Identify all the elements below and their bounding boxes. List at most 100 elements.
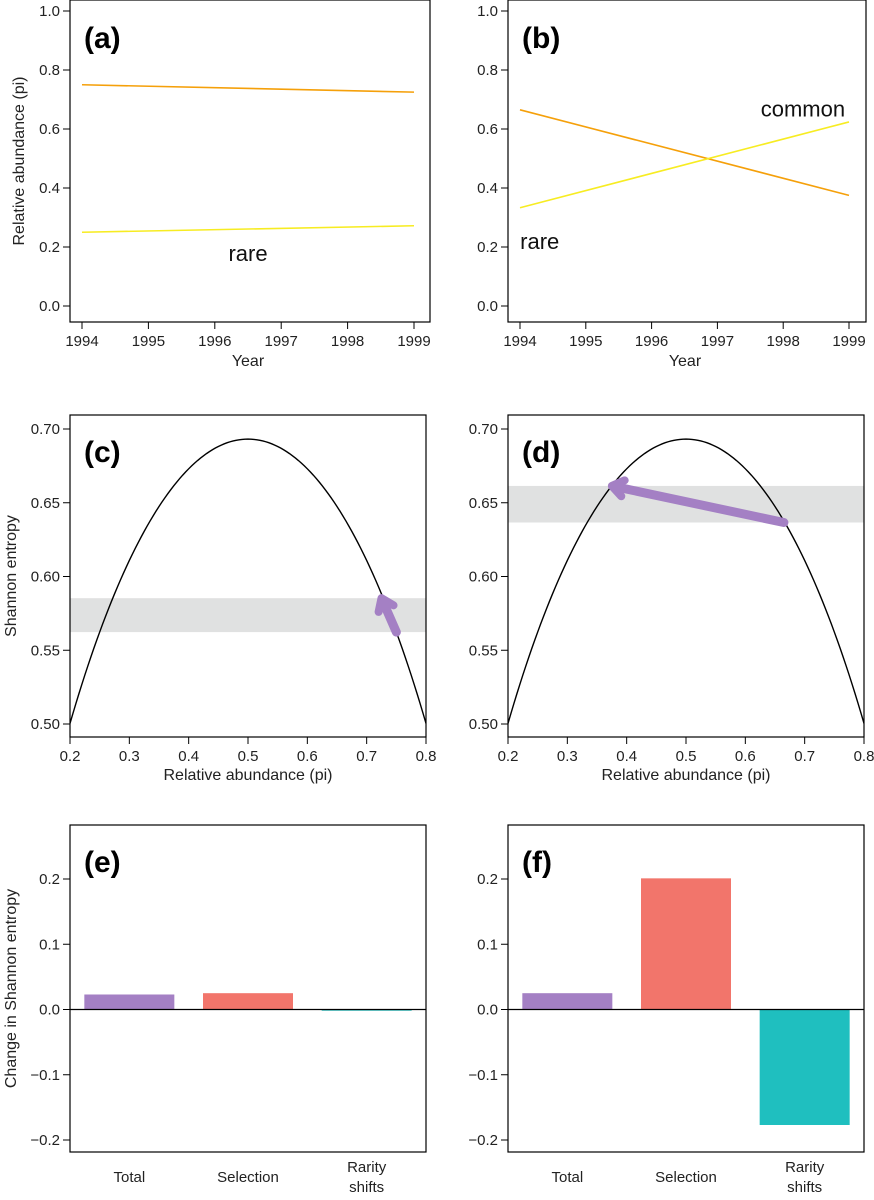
y-tick-label: 0.0: [39, 298, 60, 315]
shift-arrow-shaft: [610, 482, 789, 528]
y-axis-label: Change in Shannon entropy: [3, 889, 20, 1088]
plot-frame: [69, 824, 427, 1153]
y-tick-label: 0.1: [477, 936, 498, 953]
shift-arrow-head: [607, 476, 629, 501]
x-tick-label: 0.3: [557, 748, 578, 765]
x-tick-label: 0.8: [854, 748, 874, 765]
x-category-label: Selection: [655, 1169, 717, 1186]
x-axis-label: Year: [232, 353, 265, 370]
panel-d: 0.50 0.55 0.60 0.65 0.70 0.2 0.3 0.4 0.5 0.6 0.7 0.…: [469, 414, 874, 784]
y-tick-label: 0.6: [477, 121, 498, 138]
x-tick-label: 1996: [635, 333, 668, 350]
y-tick-label: 0.65: [469, 495, 498, 512]
panel-label: (e): [84, 846, 121, 879]
x-axis-label: Year: [669, 353, 702, 370]
x-tick-label: 1998: [767, 333, 800, 350]
x-tick-label: 0.4: [178, 748, 199, 765]
y-tick-label: 0.65: [31, 495, 60, 512]
panel-label: (b): [522, 22, 560, 55]
x-tick-label: 1995: [132, 333, 165, 350]
series-line-rare: [81, 224, 415, 234]
bar-selection: [203, 993, 293, 1010]
plot-frame: [69, 0, 431, 323]
y-tick-label: 0.0: [477, 298, 498, 315]
x-tick-label: 1999: [397, 333, 430, 350]
plot-frame: [507, 824, 865, 1153]
y-tick-label: 0.2: [477, 871, 498, 888]
y-tick-label: 0.50: [469, 716, 498, 733]
x-category-label: Selection: [217, 1169, 279, 1186]
y-tick-label: 0.6: [39, 121, 60, 138]
y-tick-label: 0.0: [39, 1002, 60, 1019]
y-tick-label: −0.1: [468, 1067, 498, 1084]
entropy-curve: [70, 438, 426, 724]
x-category-label-line: Rarity: [347, 1159, 387, 1176]
x-category-label-line: Rarity: [785, 1159, 825, 1176]
x-tick-label: 1994: [503, 333, 536, 350]
plot-frame: [507, 0, 867, 323]
panel-label: (f): [522, 846, 552, 879]
x-tick-label: 1997: [701, 333, 734, 350]
x-axis-label: Relative abundance (pi): [164, 767, 333, 784]
x-category-label: Rarity shifts: [347, 1159, 387, 1196]
x-tick-label: 0.6: [297, 748, 318, 765]
x-tick-label: 0.7: [356, 748, 377, 765]
bar-total: [84, 994, 175, 1010]
panel-b: 0.0 0.2 0.4 0.6 0.8 1.0 1994 1995 1996 1997 1998 19…: [477, 0, 867, 370]
plot-frame: [69, 414, 427, 738]
x-tick-label: 1994: [65, 333, 98, 350]
y-tick-label: −0.2: [30, 1132, 60, 1149]
x-tick-label: 0.4: [616, 748, 637, 765]
y-tick-label: 0.4: [477, 180, 498, 197]
y-tick-label: 1.0: [39, 3, 60, 20]
annotation-rare: rare: [228, 241, 267, 266]
y-tick-label: 0.4: [39, 180, 60, 197]
x-tick-label: 0.3: [119, 748, 140, 765]
bar-selection: [641, 878, 731, 1010]
y-tick-label: 0.8: [477, 62, 498, 79]
x-tick-label: 1999: [832, 333, 865, 350]
panel-f: −0.2 −0.1 0.0 0.1 0.2 Total Selection Rarity shi…: [468, 824, 865, 1196]
x-tick-label: 0.7: [794, 748, 815, 765]
x-tick-label: 0.5: [238, 748, 259, 765]
x-tick-label: 1996: [198, 333, 231, 350]
y-tick-label: 0.70: [469, 421, 498, 438]
plot-frame: [507, 414, 865, 738]
x-axis-label: Relative abundance (pi): [602, 767, 771, 784]
x-tick-label: 0.2: [498, 748, 519, 765]
panel-e: −0.2 −0.1 0.0 0.1 0.2 Total Selection Rarity shi…: [3, 824, 427, 1196]
y-tick-label: 0.0: [477, 1002, 498, 1019]
y-tick-label: 0.1: [39, 936, 60, 953]
bar-rarity-shifts: [759, 1009, 850, 1125]
x-category-label: Total: [551, 1169, 583, 1186]
x-category-label-line: shifts: [349, 1179, 384, 1196]
entropy-band: [70, 598, 426, 633]
x-tick-label: 1997: [265, 333, 298, 350]
x-tick-label: 1998: [331, 333, 364, 350]
x-tick-label: 0.6: [735, 748, 756, 765]
series-line-rare: [519, 121, 850, 209]
x-category-label: Total: [113, 1169, 145, 1186]
annotation-rare: rare: [520, 229, 559, 254]
annotation-common: common: [761, 96, 845, 121]
y-tick-label: 0.55: [469, 642, 498, 659]
y-tick-label: 0.2: [39, 239, 60, 256]
y-tick-label: 0.55: [31, 642, 60, 659]
shift-arrow-shaft: [378, 596, 401, 637]
shift-arrow-head: [374, 594, 398, 616]
panel-a: 0.0 0.2 0.4 0.6 0.8 1.0 1994 1995 1996 1997 1998 19…: [11, 0, 431, 370]
panel-label: (c): [84, 436, 121, 469]
y-tick-label: 1.0: [477, 3, 498, 20]
y-tick-label: −0.1: [30, 1067, 60, 1084]
panel-label: (d): [522, 436, 560, 469]
y-tick-label: 0.70: [31, 421, 60, 438]
y-tick-label: 0.60: [31, 569, 60, 586]
y-axis-label: Relative abundance (pi): [11, 77, 28, 246]
y-tick-label: 0.2: [477, 239, 498, 256]
y-tick-label: 0.60: [469, 569, 498, 586]
y-axis-label: Shannon entropy: [3, 515, 20, 637]
entropy-curve: [508, 438, 864, 724]
y-tick-label: 0.2: [39, 871, 60, 888]
series-line-common: [81, 83, 415, 93]
x-category-label-line: shifts: [787, 1179, 822, 1196]
